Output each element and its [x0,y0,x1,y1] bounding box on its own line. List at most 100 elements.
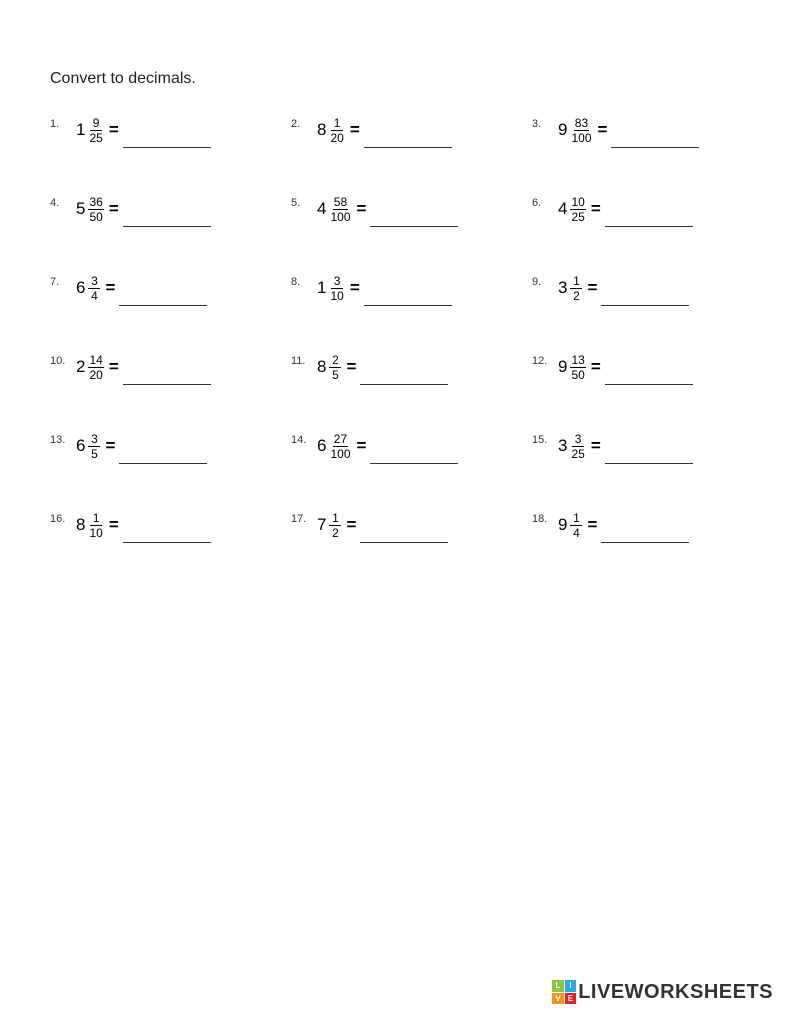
problem-item: 2.8120= [291,116,512,143]
equals-sign: = [109,357,119,377]
answer-input[interactable] [119,289,207,306]
denominator: 50 [570,368,585,381]
whole-part: 1 [76,120,85,140]
question-number: 5. [291,197,309,209]
mixed-number: 1310= [317,274,452,301]
denominator: 100 [329,447,351,460]
mixed-number: 458100= [317,195,458,222]
footer-brand: L I V E LIVEWORKSHEETS [552,980,773,1004]
numerator: 36 [88,196,103,210]
fraction-part: 3650 [88,196,103,223]
problem-item: 18.914= [532,511,753,538]
denominator: 10 [88,526,103,539]
numerator: 2 [329,354,341,368]
mixed-number: 91350= [558,353,693,380]
problem-item: 17.712= [291,511,512,538]
mixed-number: 21420= [76,353,211,380]
answer-input[interactable] [370,447,458,464]
numerator: 3 [88,275,100,289]
whole-part: 5 [76,199,85,219]
question-number: 16. [50,513,68,525]
numerator: 1 [331,117,343,131]
whole-part: 8 [317,357,326,377]
mixed-number: 825= [317,353,448,380]
answer-input[interactable] [605,447,693,464]
whole-part: 7 [317,515,326,535]
answer-input[interactable] [364,289,452,306]
instruction-text: Convert to decimals. [50,70,753,88]
fraction-part: 25 [329,354,341,381]
answer-input[interactable] [360,368,448,385]
numerator: 9 [90,117,102,131]
problem-item: 11. 825= [291,353,512,380]
equals-sign: = [346,515,356,535]
mixed-number: 1925 = [76,116,211,143]
answer-input[interactable] [123,368,211,385]
denominator: 20 [88,368,103,381]
answer-input[interactable] [364,131,452,148]
fraction-part: 925 [88,117,103,144]
answer-input[interactable] [605,368,693,385]
answer-input[interactable] [370,210,458,227]
denominator: 20 [329,131,344,144]
mixed-number: 983100= [558,116,699,143]
fraction-part: 34 [88,275,100,302]
fraction-part: 14 [570,512,582,539]
answer-input[interactable] [605,210,693,227]
fraction-part: 310 [329,275,344,302]
problem-item: 12.91350= [532,353,753,380]
answer-input[interactable] [123,131,211,148]
badge-cell: V [552,993,564,1005]
denominator: 4 [570,526,582,539]
fraction-part: 58100 [329,196,351,223]
denominator: 100 [570,131,592,144]
answer-input[interactable] [360,526,448,543]
whole-part: 9 [558,515,567,535]
equals-sign: = [587,278,597,298]
question-number: 4. [50,197,68,209]
question-number: 2. [291,118,309,130]
fraction-part: 12 [570,275,582,302]
answer-input[interactable] [123,526,211,543]
question-number: 13. [50,434,68,446]
badge-cell: E [565,993,577,1005]
mixed-number: 41025= [558,195,693,222]
problem-item: 13. 635= [50,432,271,459]
fraction-part: 35 [88,433,100,460]
whole-part: 8 [76,515,85,535]
denominator: 25 [570,447,585,460]
numerator: 3 [88,433,100,447]
answer-input[interactable] [123,210,211,227]
answer-input[interactable] [601,526,689,543]
numerator: 1 [90,512,102,526]
mixed-number: 635= [76,432,207,459]
problem-item: 14.627100= [291,432,512,459]
problem-grid: 1.1925=2.8120=3.983100=4.53650=5.458100=… [50,116,753,538]
whole-part: 6 [317,436,326,456]
answer-input[interactable] [119,447,207,464]
whole-part: 6 [76,436,85,456]
problem-item: 8.1310= [291,274,512,301]
denominator: 5 [329,368,341,381]
worksheet-page: Convert to decimals. 1.1925=2.8120=3.983… [0,0,793,538]
equals-sign: = [591,436,601,456]
equals-sign: = [587,515,597,535]
answer-input[interactable] [601,289,689,306]
question-number: 11. [291,355,309,367]
problem-item: 9.312= [532,274,753,301]
numerator: 83 [574,117,589,131]
whole-part: 1 [317,278,326,298]
equals-sign: = [109,120,119,140]
denominator: 2 [329,526,341,539]
numerator: 14 [88,354,103,368]
question-number: 1. [50,118,68,130]
mixed-number: 634= [76,274,207,301]
question-number: 17. [291,513,309,525]
question-number: 9. [532,276,550,288]
equals-sign: = [591,357,601,377]
answer-input[interactable] [611,131,699,148]
whole-part: 8 [317,120,326,140]
problem-item: 16.8110= [50,511,271,538]
denominator: 50 [88,210,103,223]
badge-cell: I [565,980,577,992]
